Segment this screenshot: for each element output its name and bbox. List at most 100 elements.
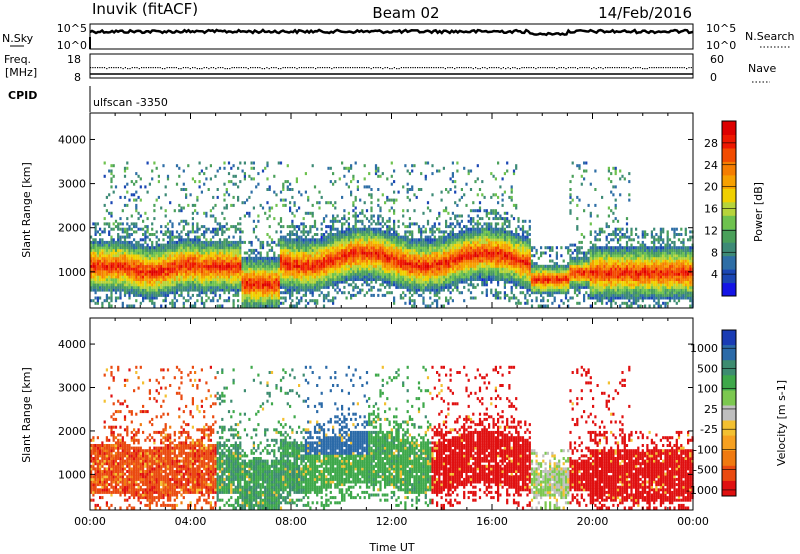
power-cell <box>422 260 424 263</box>
power-cell <box>321 275 323 278</box>
power-cell <box>124 252 126 255</box>
power-cell <box>330 299 332 302</box>
power-cell <box>110 286 112 289</box>
power-cell <box>461 278 463 281</box>
power-cell <box>185 262 187 265</box>
power-cell <box>242 297 244 300</box>
power-cell <box>409 172 411 175</box>
power-cell <box>373 238 375 241</box>
power-cell <box>223 262 225 265</box>
power-cell <box>438 252 440 255</box>
power-cell <box>375 270 377 273</box>
power-cell <box>318 238 320 241</box>
power-cell <box>282 236 284 239</box>
power-cell <box>187 291 189 294</box>
power-cell <box>124 278 126 281</box>
power-cell <box>316 281 318 284</box>
power-cell <box>398 281 400 284</box>
power-cell <box>334 180 336 183</box>
power-cell <box>420 238 422 241</box>
power-cell <box>298 207 300 210</box>
power-cell <box>196 254 198 257</box>
power-cell <box>407 270 409 273</box>
power-cell <box>454 215 456 218</box>
power-cell <box>436 294 438 297</box>
power-cell <box>413 281 415 284</box>
power-cell <box>257 275 259 278</box>
power-cell <box>332 262 334 265</box>
power-cell <box>404 254 406 257</box>
nave-dot <box>459 67 460 68</box>
nave-dot <box>579 67 580 68</box>
power-cell <box>348 273 350 276</box>
power-cell <box>366 244 368 247</box>
power-cell <box>205 257 207 260</box>
power-cell <box>280 191 282 194</box>
power-cell <box>438 275 440 278</box>
power-cell <box>474 257 476 260</box>
nave-dot <box>164 68 165 69</box>
power-cell <box>153 209 155 212</box>
nave-dot <box>366 67 367 68</box>
power-cell <box>332 257 334 260</box>
power-cell <box>470 230 472 233</box>
power-cell <box>287 270 289 273</box>
power-cell <box>384 286 386 289</box>
power-cell <box>436 291 438 294</box>
power-cell <box>474 254 476 257</box>
power-cell <box>391 238 393 241</box>
power-cell <box>411 254 413 257</box>
power-cell <box>183 252 185 255</box>
power-cell <box>124 236 126 239</box>
power-cell <box>165 230 167 233</box>
power-cell <box>289 254 291 257</box>
nave-dot <box>589 67 590 68</box>
power-cell <box>447 233 449 236</box>
power-cell <box>260 246 262 249</box>
power-cell <box>119 249 121 252</box>
power-cell <box>339 262 341 265</box>
power-cell <box>402 265 404 268</box>
power-cell <box>190 238 192 241</box>
power-cell <box>422 275 424 278</box>
power-cell <box>479 265 481 268</box>
power-cell <box>244 265 246 268</box>
power-cell <box>384 273 386 276</box>
power-cell <box>477 164 479 167</box>
power-cell <box>296 254 298 257</box>
power-cell <box>429 257 431 260</box>
power-cell <box>180 270 182 273</box>
power-cell <box>199 244 201 247</box>
power-cell <box>300 275 302 278</box>
power-cell <box>142 262 144 265</box>
power-cell <box>330 238 332 241</box>
power-cell <box>384 281 386 284</box>
power-cell <box>404 236 406 239</box>
power-cell <box>183 246 185 249</box>
power-cell <box>474 286 476 289</box>
power-cell <box>119 246 121 249</box>
power-cell <box>257 289 259 292</box>
power-cell <box>156 273 158 276</box>
power-cell <box>364 249 366 252</box>
nave-dot <box>533 67 534 68</box>
power-cell <box>280 241 282 244</box>
power-cell <box>434 252 436 255</box>
power-cell <box>269 225 271 228</box>
power-cell <box>140 286 142 289</box>
power-cell <box>321 291 323 294</box>
power-cell <box>185 281 187 284</box>
power-cell <box>171 241 173 244</box>
power-cell <box>180 291 182 294</box>
power-cell <box>470 257 472 260</box>
power-cell <box>95 244 97 247</box>
power-cell <box>377 217 379 220</box>
power-cell <box>454 273 456 276</box>
power-cell <box>237 222 239 225</box>
power-cell <box>178 222 180 225</box>
power-cell <box>341 267 343 270</box>
power-cell <box>228 257 230 260</box>
power-cell <box>452 273 454 276</box>
power-cell <box>389 217 391 220</box>
power-cell <box>106 275 108 278</box>
